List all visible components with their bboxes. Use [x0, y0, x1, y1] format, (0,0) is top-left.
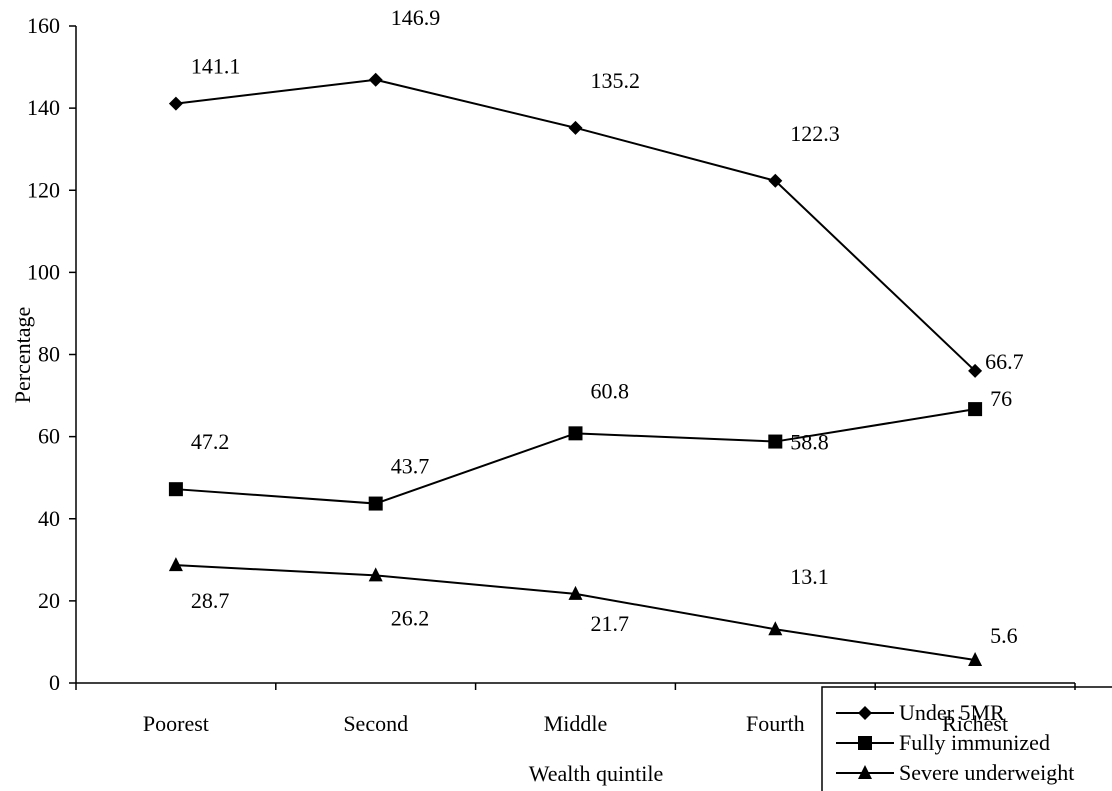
data-label: 13.1	[790, 564, 829, 589]
square-marker	[768, 434, 783, 449]
y-tick-label: 140	[27, 95, 60, 120]
y-tick-label: 80	[38, 342, 60, 367]
triangle-marker	[858, 765, 872, 779]
triangle-marker	[368, 567, 383, 582]
y-tick-label: 60	[38, 424, 60, 449]
x-axis-categories: Poorest Second Middle Fourth Richest	[75, 683, 1076, 736]
diamond-marker	[168, 96, 183, 111]
diamond-marker	[568, 120, 583, 135]
y-tick-label: 100	[27, 259, 60, 284]
data-label: 21.7	[591, 611, 630, 636]
triangle-marker	[768, 621, 783, 636]
data-label: 66.7	[985, 349, 1024, 374]
data-label: 76	[990, 386, 1012, 411]
diamond-marker	[858, 706, 872, 720]
data-labels: 141.1 146.9 135.2 122.3 66.7 47.2 43.7 60.8 58.8…	[191, 5, 1024, 648]
x-tick-label: Second	[343, 711, 408, 736]
series-line-1	[175, 408, 976, 505]
legend-label: Under 5MR	[899, 700, 1005, 725]
data-label: 122.3	[790, 121, 840, 146]
data-label: 135.2	[591, 68, 641, 93]
legend: Under 5MR Fully immunized Severe underweig…	[821, 686, 1112, 791]
x-tick-label: Fourth	[746, 711, 805, 736]
triangle-marker	[968, 652, 983, 667]
legend-label: Fully immunized	[899, 730, 1050, 755]
legend-label: Severe underweight	[899, 760, 1074, 785]
data-label: 141.1	[191, 54, 241, 79]
y-tick-label: 160	[27, 13, 60, 38]
x-tick-label: Richest	[942, 711, 1008, 736]
data-label: 58.8	[790, 430, 829, 455]
square-marker	[168, 482, 183, 497]
x-axis-title: Wealth quintile	[529, 761, 663, 786]
square-marker	[368, 496, 383, 511]
series-line-2	[175, 564, 976, 661]
square-marker	[568, 426, 583, 441]
y-axis-ticks: 0 20 40 60 80 100 120 140 160	[27, 13, 76, 695]
square-marker	[968, 402, 983, 417]
data-label: 43.7	[391, 454, 430, 479]
diamond-marker	[368, 72, 383, 87]
square-marker	[858, 736, 872, 750]
diamond-marker	[768, 173, 783, 188]
y-tick-label: 40	[38, 506, 60, 531]
data-label: 146.9	[391, 5, 441, 30]
y-tick-label: 120	[27, 177, 60, 202]
data-label: 26.2	[391, 605, 430, 630]
legend-box	[821, 686, 1112, 791]
y-axis-title: Percentage	[10, 307, 35, 404]
diamond-marker	[968, 363, 983, 378]
x-tick-label: Middle	[544, 711, 608, 736]
data-label: 60.8	[591, 378, 630, 403]
y-tick-label: 20	[38, 588, 60, 613]
data-label: 47.2	[191, 429, 230, 454]
x-tick-label: Poorest	[143, 711, 209, 736]
data-label: 28.7	[191, 588, 230, 613]
y-tick-label: 0	[49, 670, 60, 695]
data-label: 5.6	[990, 623, 1018, 648]
triangle-marker	[168, 557, 183, 572]
series-group	[168, 72, 983, 667]
triangle-marker	[568, 585, 583, 600]
